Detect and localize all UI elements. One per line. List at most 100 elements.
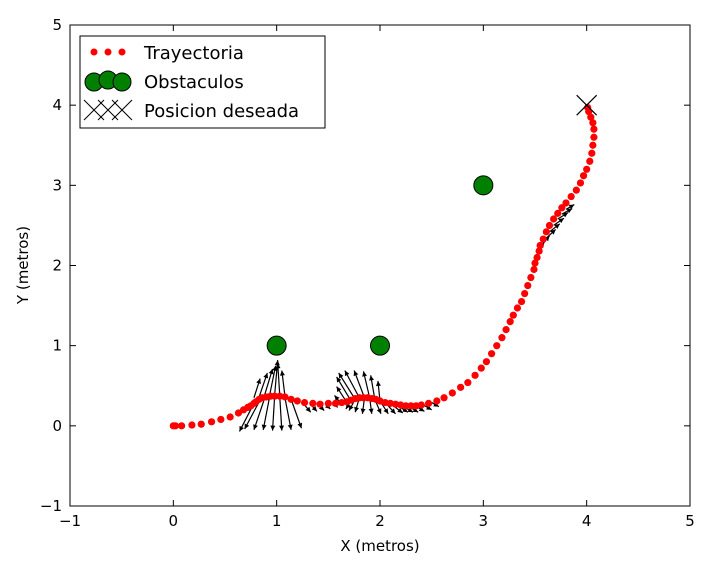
trajectory-point xyxy=(331,399,340,407)
force-arrowhead xyxy=(362,371,368,377)
force-vector xyxy=(253,399,265,431)
force-vector xyxy=(268,365,277,397)
trajectory-point xyxy=(590,125,598,133)
trajectory-point xyxy=(271,392,279,400)
force-arrowhead xyxy=(360,408,366,414)
force-arrowhead xyxy=(390,408,396,414)
legend-trajectory-label: Trayectoria xyxy=(143,43,244,64)
force-arrowhead xyxy=(275,363,281,369)
target-marker xyxy=(576,94,598,116)
trajectory-point xyxy=(217,415,225,424)
trajectory-point xyxy=(477,364,485,372)
force-arrowhead xyxy=(412,407,419,413)
force-arrowhead xyxy=(334,395,340,401)
trajectory-point xyxy=(562,199,570,207)
force-vector xyxy=(262,397,271,430)
force-arrowhead xyxy=(558,218,564,224)
force-arrowhead xyxy=(311,406,317,412)
trajectory-point xyxy=(324,399,332,407)
trajectory-point xyxy=(572,186,580,194)
force-arrowhead xyxy=(256,378,261,385)
obstacle-point xyxy=(370,335,390,356)
trajectory-point xyxy=(226,413,234,421)
x-tick-label: 2 xyxy=(375,512,385,530)
force-vector xyxy=(284,397,292,430)
trajectory-point xyxy=(207,418,216,426)
trajectory-point xyxy=(498,334,506,342)
tick-labels: −1 0 1 2 3 4 5 −1 0 1 2 3 4 5 xyxy=(40,16,695,530)
legend: Trayectoria Obstaculos Posicion deseada xyxy=(79,35,326,129)
force-arrowhead xyxy=(268,368,274,375)
trajectory-point xyxy=(545,221,554,230)
force-arrowhead xyxy=(568,204,575,210)
trajectory-point xyxy=(586,157,594,165)
force-vector xyxy=(244,401,260,430)
force-arrowhead xyxy=(263,372,269,379)
trajectory-point xyxy=(558,204,566,212)
force-arrowhead xyxy=(279,425,285,431)
trajectory-point xyxy=(579,172,588,180)
trajectory-point xyxy=(281,393,289,401)
trajectory-point xyxy=(493,342,501,350)
trajectory-point xyxy=(234,409,243,417)
force-vector xyxy=(279,396,283,431)
force-arrowhead xyxy=(554,223,560,229)
force-vector xyxy=(277,363,281,396)
trajectory-point xyxy=(533,253,541,262)
force-arrowhead xyxy=(287,424,293,430)
trajectory-point xyxy=(536,241,544,250)
trajectory-point xyxy=(188,421,196,429)
force-arrowhead xyxy=(369,375,375,381)
y-tick-label: 5 xyxy=(52,16,62,34)
trajectory-point xyxy=(502,326,510,334)
trajectory-point xyxy=(513,304,522,312)
force-arrowhead xyxy=(418,406,425,412)
force-arrowhead xyxy=(383,408,389,414)
force-arrowhead xyxy=(368,408,374,414)
force-arrowhead xyxy=(274,360,280,366)
trajectory-point xyxy=(293,397,301,405)
force-arrowhead xyxy=(566,208,573,214)
force-arrowhead xyxy=(426,405,432,410)
trajectory-point xyxy=(576,179,585,187)
trajectory-point xyxy=(521,289,529,298)
force-arrowhead xyxy=(279,370,285,376)
trajectory-point xyxy=(488,350,496,358)
trajectory-point xyxy=(440,394,448,402)
x-tick-label: 4 xyxy=(582,512,592,530)
force-arrowhead xyxy=(354,406,359,413)
trajectory-point xyxy=(506,318,514,326)
force-arrowhead xyxy=(562,212,569,218)
trajectory-point xyxy=(424,399,433,407)
trajectory-point xyxy=(417,401,425,409)
trajectory-point xyxy=(590,133,598,141)
trajectory-point xyxy=(482,358,491,366)
force-vector xyxy=(338,372,356,400)
y-tick-label: 0 xyxy=(52,417,62,435)
trajectory-point xyxy=(287,395,295,403)
x-tick-label: 5 xyxy=(685,512,695,530)
y-axis-label: Y (metros) xyxy=(14,226,32,305)
trajectory-point xyxy=(524,281,532,290)
force-vector xyxy=(290,399,303,429)
force-arrowhead xyxy=(338,372,344,379)
y-tick-label: 3 xyxy=(52,176,62,194)
force-arrowhead xyxy=(402,407,408,413)
trajectory-point xyxy=(584,103,592,112)
x-tick-label: −1 xyxy=(59,512,81,530)
legend-trajectory-marker xyxy=(90,48,126,56)
trajectory-point xyxy=(530,265,538,274)
trajectory-point xyxy=(527,273,535,282)
legend-target-marker xyxy=(83,99,133,121)
x-tick-label: 0 xyxy=(169,512,179,530)
force-arrowhead xyxy=(397,407,403,414)
trajectory-point xyxy=(542,228,550,236)
trajectory-point xyxy=(316,400,324,408)
axis-ticks xyxy=(69,24,691,507)
y-tick-label: 4 xyxy=(52,96,62,114)
force-arrowhead xyxy=(244,423,250,430)
trajectory-point xyxy=(583,165,591,173)
trajectory-point xyxy=(178,422,186,430)
obstacles-series xyxy=(266,175,494,356)
